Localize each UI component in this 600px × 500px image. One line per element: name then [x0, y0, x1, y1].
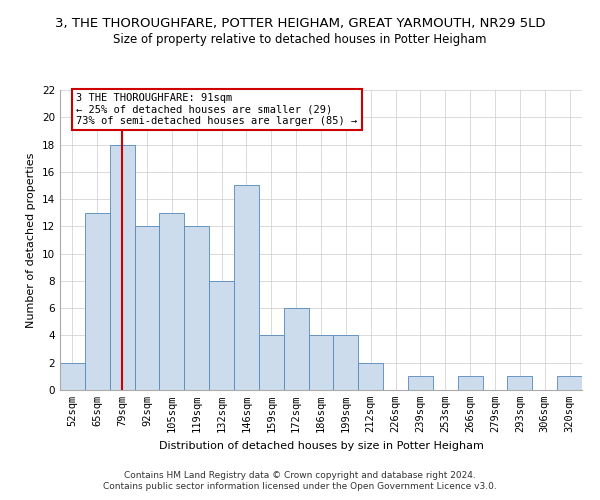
Bar — [60, 362, 85, 390]
X-axis label: Distribution of detached houses by size in Potter Heigham: Distribution of detached houses by size … — [158, 440, 484, 450]
Bar — [308, 336, 334, 390]
Bar — [458, 376, 482, 390]
Bar — [85, 212, 110, 390]
Text: Size of property relative to detached houses in Potter Heigham: Size of property relative to detached ho… — [113, 32, 487, 46]
Text: 3 THE THOROUGHFARE: 91sqm
← 25% of detached houses are smaller (29)
73% of semi-: 3 THE THOROUGHFARE: 91sqm ← 25% of detac… — [76, 92, 358, 126]
Bar — [110, 144, 134, 390]
Bar — [259, 336, 284, 390]
Bar — [334, 336, 358, 390]
Bar — [134, 226, 160, 390]
Text: Contains HM Land Registry data © Crown copyright and database right 2024.: Contains HM Land Registry data © Crown c… — [124, 471, 476, 480]
Bar — [160, 212, 184, 390]
Bar — [408, 376, 433, 390]
Bar — [284, 308, 308, 390]
Bar — [184, 226, 209, 390]
Bar — [358, 362, 383, 390]
Bar — [234, 186, 259, 390]
Bar — [508, 376, 532, 390]
Bar — [557, 376, 582, 390]
Text: 3, THE THOROUGHFARE, POTTER HEIGHAM, GREAT YARMOUTH, NR29 5LD: 3, THE THOROUGHFARE, POTTER HEIGHAM, GRE… — [55, 18, 545, 30]
Bar — [209, 281, 234, 390]
Text: Contains public sector information licensed under the Open Government Licence v3: Contains public sector information licen… — [103, 482, 497, 491]
Y-axis label: Number of detached properties: Number of detached properties — [26, 152, 37, 328]
